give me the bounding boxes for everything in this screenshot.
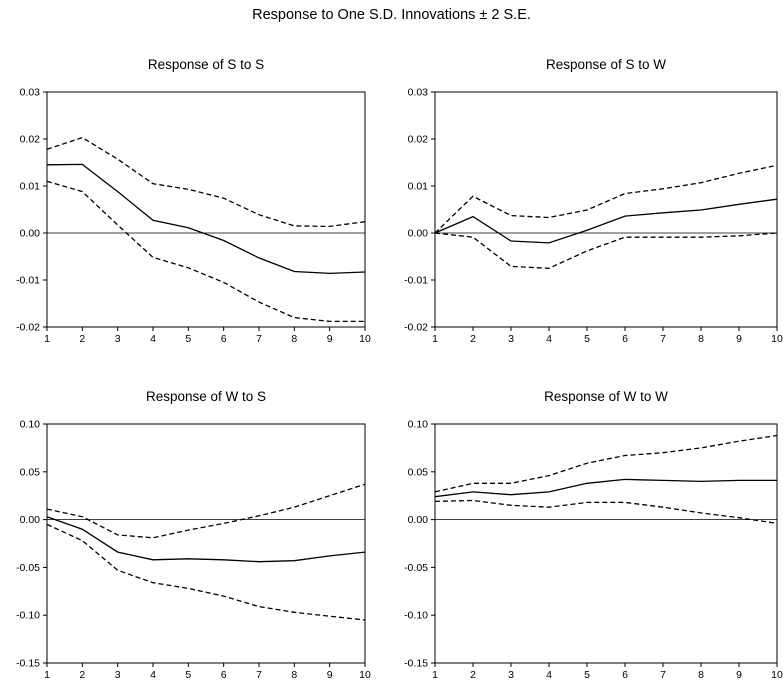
page-title: Response to One S.D. Innovations ± 2 S.E…	[252, 7, 531, 23]
x-tick-label: 7	[660, 669, 666, 681]
x-tick-label: 4	[150, 333, 156, 345]
x-tick-label: 1	[432, 333, 438, 345]
y-tick-label: -0.05	[16, 562, 40, 574]
y-tick-label: 0.01	[408, 181, 429, 193]
x-tick-label: 10	[359, 669, 371, 681]
y-tick-label: 0.00	[20, 228, 41, 240]
response-line	[434, 198, 778, 244]
x-tick-label: 9	[736, 669, 742, 681]
x-tick-label: 9	[327, 669, 333, 681]
y-tick-label: 0.00	[20, 514, 41, 526]
panel-s-to-s: Response of S to S 0.03 0.02 0.01 0.00 -0.01 -…	[16, 57, 371, 345]
y-tick-label: 0.02	[408, 134, 429, 146]
x-tick-label: 6	[221, 333, 227, 345]
x-tick-label: 5	[584, 669, 590, 681]
x-tick-label: 10	[359, 333, 371, 345]
x-tick-label: 2	[79, 669, 85, 681]
x-tick-label: 2	[79, 333, 85, 345]
x-tick-label: 1	[44, 333, 50, 345]
panel-title: Response of W to S	[146, 389, 266, 404]
x-tick-label: 2	[470, 333, 476, 345]
y-tick-label: 0.00	[408, 514, 429, 526]
y-tick-label: 0.02	[20, 134, 41, 146]
x-tick-label: 4	[150, 669, 156, 681]
confidence-band-line	[434, 499, 778, 525]
x-tick-label: 8	[698, 669, 704, 681]
plot-frame	[46, 423, 366, 664]
x-tick-label: 9	[327, 333, 333, 345]
x-tick-label: 10	[771, 669, 783, 681]
plot-frame	[46, 91, 366, 328]
confidence-band-line	[46, 180, 365, 323]
y-tick-label: -0.02	[404, 322, 428, 334]
x-tick-label: 10	[771, 333, 783, 345]
x-tick-label: 8	[698, 333, 704, 345]
y-tick-label: 0.05	[408, 466, 429, 478]
x-tick-label: 3	[508, 669, 514, 681]
response-line	[434, 478, 777, 498]
x-tick-label: 4	[546, 333, 552, 345]
response-line	[46, 163, 366, 275]
x-tick-label: 7	[660, 333, 666, 345]
x-tick-label: 4	[546, 669, 552, 681]
plot-frame	[434, 423, 778, 664]
y-tick-label: -0.10	[404, 610, 428, 622]
y-tick-label: 0.01	[20, 181, 41, 193]
x-tick-label: 6	[221, 669, 227, 681]
x-tick-label: 7	[256, 333, 262, 345]
plot-frame	[434, 91, 778, 328]
x-tick-label: 5	[185, 333, 191, 345]
y-tick-label: -0.01	[404, 275, 428, 287]
x-tick-label: 9	[736, 333, 742, 345]
y-tick-label: -0.01	[16, 275, 40, 287]
y-tick-label: -0.10	[16, 610, 40, 622]
y-tick-label: 0.10	[20, 419, 41, 431]
confidence-band-line	[46, 483, 366, 539]
x-tick-label: 5	[185, 669, 191, 681]
confidence-band-line	[434, 434, 778, 493]
y-tick-label: -0.15	[16, 658, 40, 670]
x-tick-label: 3	[115, 333, 121, 345]
y-tick-label: -0.02	[16, 322, 40, 334]
panel-s-to-w: Response of S to W 0.03 0.02 0.01 0.00 -0.01 -…	[404, 57, 783, 345]
y-tick-label: 0.10	[408, 419, 429, 431]
x-tick-label: 5	[584, 333, 590, 345]
panel-title: Response of S to W	[546, 57, 666, 72]
x-tick-label: 1	[432, 669, 438, 681]
confidence-band-line	[434, 164, 778, 234]
y-tick-label: -0.05	[404, 562, 428, 574]
x-tick-label: 3	[508, 333, 514, 345]
confidence-band-line	[46, 523, 366, 621]
response-line	[46, 516, 366, 563]
x-tick-label: 2	[470, 669, 476, 681]
x-tick-label: 8	[291, 333, 297, 345]
x-tick-label: 6	[622, 333, 628, 345]
panel-title: Response of S to S	[148, 57, 264, 72]
x-tick-label: 1	[44, 669, 50, 681]
x-tick-label: 3	[115, 669, 121, 681]
panel-w-to-s: Response of W to S 0.10 0.05 0.00 -0.05 -0.10…	[16, 389, 371, 681]
panel-title: Response of W to W	[544, 389, 668, 404]
y-tick-label: -0.15	[404, 658, 428, 670]
x-tick-label: 7	[256, 669, 262, 681]
x-tick-label: 8	[291, 669, 297, 681]
y-tick-label: 0.03	[20, 87, 41, 99]
y-tick-label: 0.00	[408, 228, 429, 240]
confidence-band-line	[46, 136, 366, 228]
confidence-band-line	[434, 232, 778, 269]
panel-w-to-w: Response of W to W 0.10 0.05 0.00 -0.05 -0.10…	[404, 389, 783, 681]
y-tick-label: 0.03	[408, 87, 429, 99]
y-tick-label: 0.05	[20, 466, 41, 478]
x-tick-label: 6	[622, 669, 628, 681]
